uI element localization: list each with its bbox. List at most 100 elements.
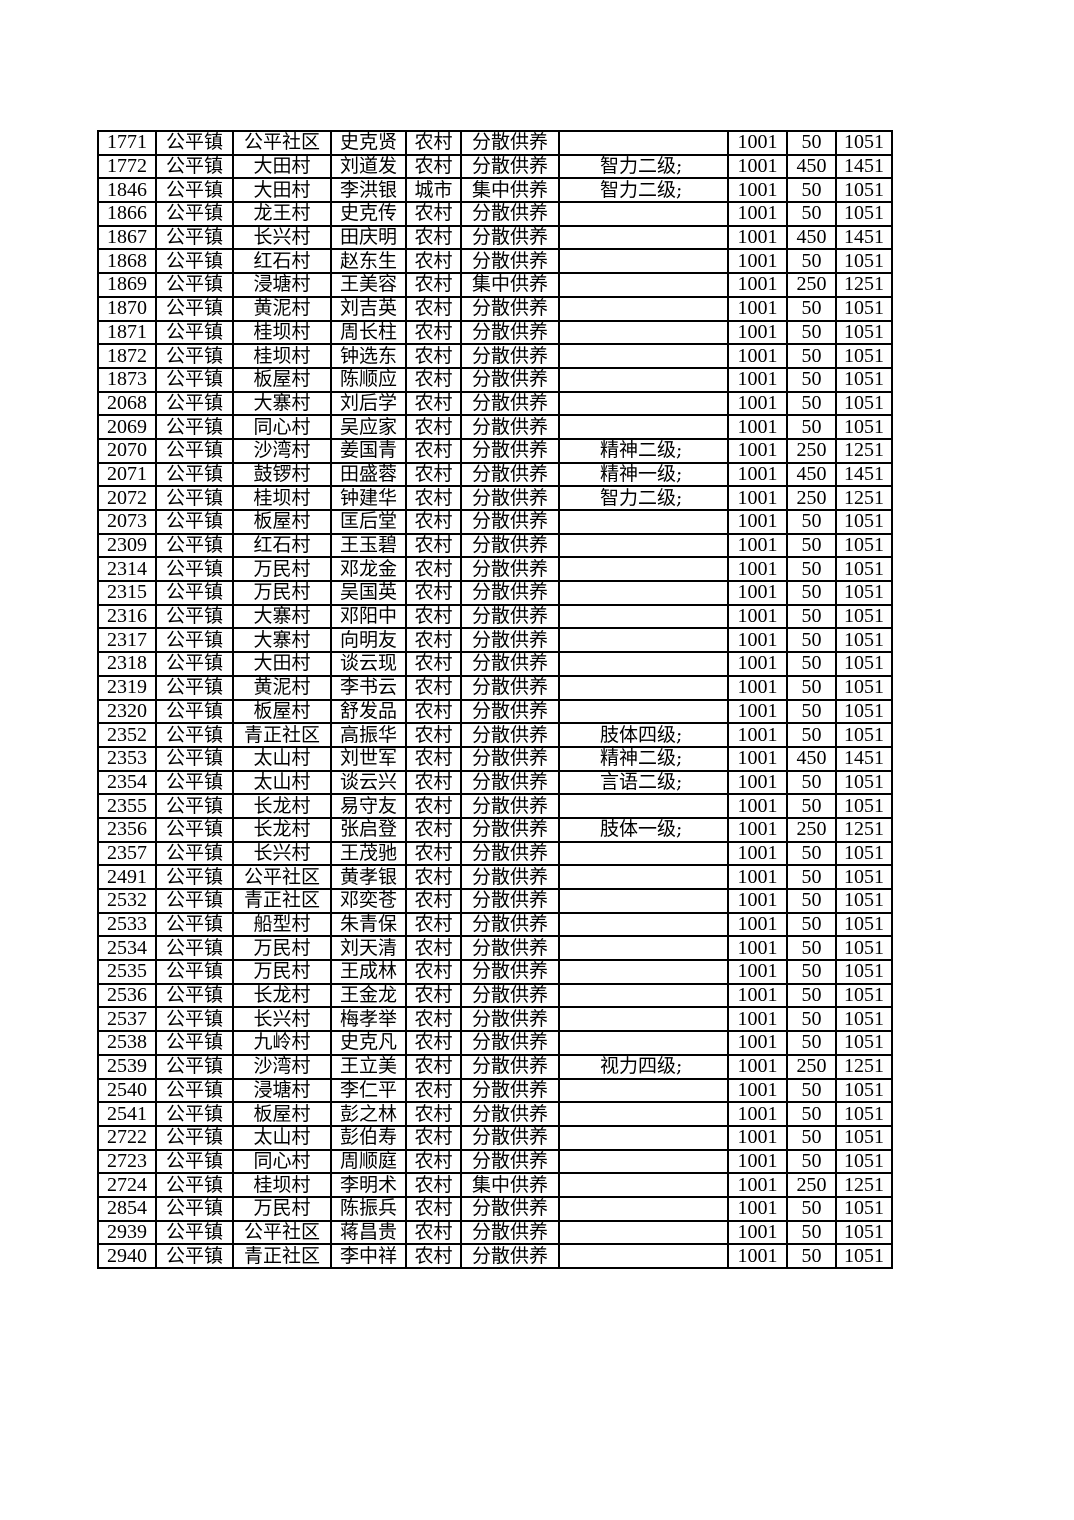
- disability-cell: 精神二级;: [558, 437, 729, 464]
- extra-amount-cell: 50: [786, 1219, 837, 1246]
- town-cell: 公平镇: [155, 1030, 234, 1056]
- id-cell: 1868: [97, 248, 157, 275]
- id-cell: 2724: [97, 1172, 157, 1198]
- name-cell: 李洪银: [330, 177, 407, 204]
- town-cell: 公平镇: [155, 982, 234, 1009]
- town-cell: 公平镇: [155, 840, 234, 867]
- extra-amount-cell: 50: [786, 603, 837, 630]
- table-row: 1867 公平镇 长兴村 田庆明 农村 分散供养 1001 450 1451: [97, 224, 893, 251]
- base-amount-cell: 1001: [727, 509, 788, 535]
- village-cell: 公平社区: [232, 864, 332, 890]
- town-cell: 公平镇: [155, 130, 234, 156]
- village-cell: 万民村: [232, 556, 332, 583]
- extra-amount-cell: 50: [786, 201, 837, 227]
- base-amount-cell: 1001: [727, 319, 788, 346]
- base-amount-cell: 1001: [727, 1124, 788, 1151]
- extra-amount-cell: 50: [786, 864, 837, 890]
- table-row: 2539 公平镇 沙湾村 王立美 农村 分散供养 视力四级; 1001 250 1251: [97, 1053, 893, 1080]
- disability-cell: [558, 556, 729, 583]
- disability-cell: [558, 1172, 729, 1198]
- area-type-cell: 农村: [405, 888, 462, 914]
- village-cell: 青正社区: [232, 888, 332, 914]
- area-type-cell: 农村: [405, 864, 462, 890]
- extra-amount-cell: 50: [786, 959, 837, 985]
- table-row: 2538 公平镇 九岭村 史克凡 农村 分散供养 1001 50 1051: [97, 1030, 893, 1056]
- table-row: 2723 公平镇 同心村 周顺庭 农村 分散供养 1001 50 1051: [97, 1148, 893, 1175]
- table-body: 1771 公平镇 公平社区 史克贤 农村 分散供养 1001 50 1051 1772 公平镇 大田村…: [97, 130, 893, 1269]
- village-cell: 桂坝村: [232, 485, 332, 511]
- support-type-cell: 分散供养: [460, 343, 560, 369]
- total-amount-cell: 1051: [835, 1030, 893, 1056]
- table-row: 1846 公平镇 大田村 李洪银 城市 集中供养 智力二级; 1001 50 1051: [97, 177, 893, 204]
- table-row: 1772 公平镇 大田村 刘道发 农村 分散供养 智力二级; 1001 450 1451: [97, 153, 893, 180]
- name-cell: 田庆明: [330, 224, 407, 251]
- village-cell: 青正社区: [232, 722, 332, 748]
- disability-cell: [558, 1219, 729, 1246]
- village-cell: 太山村: [232, 769, 332, 796]
- support-type-cell: 分散供养: [460, 437, 560, 464]
- village-cell: 长兴村: [232, 840, 332, 867]
- id-cell: 2356: [97, 816, 157, 843]
- extra-amount-cell: 50: [786, 769, 837, 796]
- total-amount-cell: 1051: [835, 366, 893, 393]
- town-cell: 公平镇: [155, 177, 234, 204]
- town-cell: 公平镇: [155, 556, 234, 583]
- total-amount-cell: 1451: [835, 745, 893, 772]
- support-type-cell: 集中供养: [460, 272, 560, 298]
- id-cell: 2353: [97, 745, 157, 772]
- id-cell: 2939: [97, 1219, 157, 1246]
- table-row: 2541 公平镇 板屋村 彭之林 农村 分散供养 1001 50 1051: [97, 1101, 893, 1127]
- id-cell: 2316: [97, 603, 157, 630]
- disability-cell: 精神二级;: [558, 745, 729, 772]
- base-amount-cell: 1001: [727, 1006, 788, 1033]
- village-cell: 九岭村: [232, 1030, 332, 1056]
- disability-cell: [558, 509, 729, 535]
- total-amount-cell: 1051: [835, 864, 893, 890]
- area-type-cell: 农村: [405, 509, 462, 535]
- town-cell: 公平镇: [155, 1195, 234, 1222]
- disability-cell: 肢体一级;: [558, 816, 729, 843]
- total-amount-cell: 1051: [835, 556, 893, 583]
- area-type-cell: 农村: [405, 343, 462, 369]
- table-row: 2722 公平镇 太山村 彭伯寿 农村 分散供养 1001 50 1051: [97, 1124, 893, 1151]
- total-amount-cell: 1051: [835, 390, 893, 417]
- town-cell: 公平镇: [155, 319, 234, 346]
- base-amount-cell: 1001: [727, 272, 788, 298]
- town-cell: 公平镇: [155, 248, 234, 275]
- village-cell: 万民村: [232, 959, 332, 985]
- table-row: 2309 公平镇 红石村 王玉碧 农村 分散供养 1001 50 1051: [97, 532, 893, 559]
- id-cell: 2068: [97, 390, 157, 417]
- village-cell: 大田村: [232, 177, 332, 204]
- id-cell: 2534: [97, 935, 157, 962]
- name-cell: 舒发品: [330, 698, 407, 725]
- base-amount-cell: 1001: [727, 698, 788, 725]
- support-type-cell: 分散供养: [460, 1077, 560, 1104]
- village-cell: 大寨村: [232, 627, 332, 654]
- name-cell: 王美容: [330, 272, 407, 298]
- village-cell: 太山村: [232, 745, 332, 772]
- village-cell: 板屋村: [232, 698, 332, 725]
- village-cell: 长龙村: [232, 982, 332, 1009]
- village-cell: 太山村: [232, 1124, 332, 1151]
- id-cell: 2314: [97, 556, 157, 583]
- id-cell: 2537: [97, 1006, 157, 1033]
- extra-amount-cell: 50: [786, 1030, 837, 1056]
- base-amount-cell: 1001: [727, 1053, 788, 1080]
- town-cell: 公平镇: [155, 414, 234, 440]
- total-amount-cell: 1051: [835, 177, 893, 204]
- id-cell: 2072: [97, 485, 157, 511]
- base-amount-cell: 1001: [727, 201, 788, 227]
- table-row: 1871 公平镇 桂坝村 周长柱 农村 分散供养 1001 50 1051: [97, 319, 893, 346]
- support-type-cell: 分散供养: [460, 532, 560, 559]
- disability-cell: [558, 1101, 729, 1127]
- name-cell: 陈顺应: [330, 366, 407, 393]
- name-cell: 李明术: [330, 1172, 407, 1198]
- support-type-cell: 集中供养: [460, 177, 560, 204]
- base-amount-cell: 1001: [727, 153, 788, 180]
- base-amount-cell: 1001: [727, 295, 788, 322]
- extra-amount-cell: 50: [786, 248, 837, 275]
- base-amount-cell: 1001: [727, 1195, 788, 1222]
- total-amount-cell: 1051: [835, 911, 893, 938]
- total-amount-cell: 1051: [835, 674, 893, 701]
- extra-amount-cell: 50: [786, 390, 837, 417]
